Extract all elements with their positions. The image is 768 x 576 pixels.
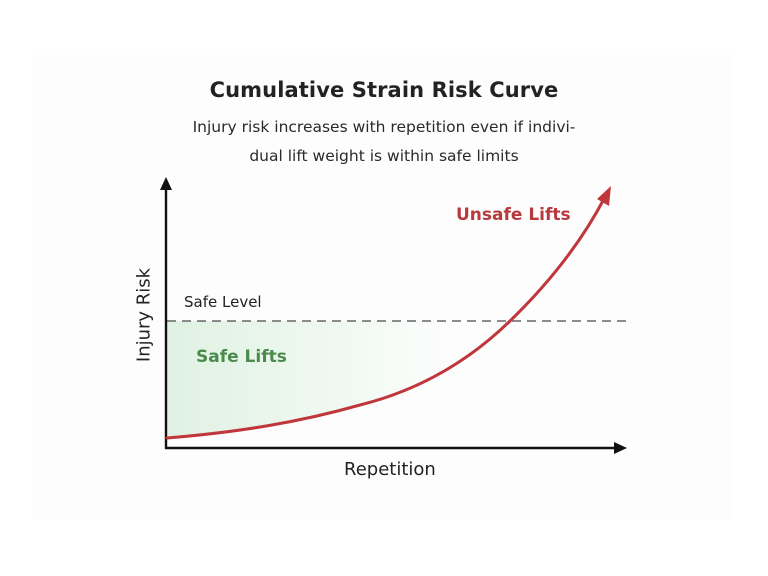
risk-curve-arrow-icon bbox=[597, 186, 611, 206]
y-axis-arrow-icon bbox=[160, 177, 172, 190]
diagram-title: Cumulative Strain Risk Curve bbox=[209, 78, 559, 102]
x-axis-label: Repetition bbox=[344, 459, 436, 480]
unsafe-lifts-label: Unsafe Lifts bbox=[456, 205, 571, 225]
safe-region-fill bbox=[167, 321, 510, 438]
diagram-subtitle-line-1: Injury risk increases with repetition ev… bbox=[192, 118, 576, 136]
diagram-card bbox=[33, 55, 733, 520]
risk-curve bbox=[165, 195, 607, 440]
y-axis-label: Injury Risk bbox=[133, 267, 155, 363]
safe-lifts-label: Safe Lifts bbox=[196, 347, 287, 367]
diagram-subtitle-line-2: dual lift weight is within safe limits bbox=[249, 147, 519, 165]
x-axis-arrow-icon bbox=[614, 442, 627, 454]
safe-level-label: Safe Level bbox=[184, 293, 262, 311]
